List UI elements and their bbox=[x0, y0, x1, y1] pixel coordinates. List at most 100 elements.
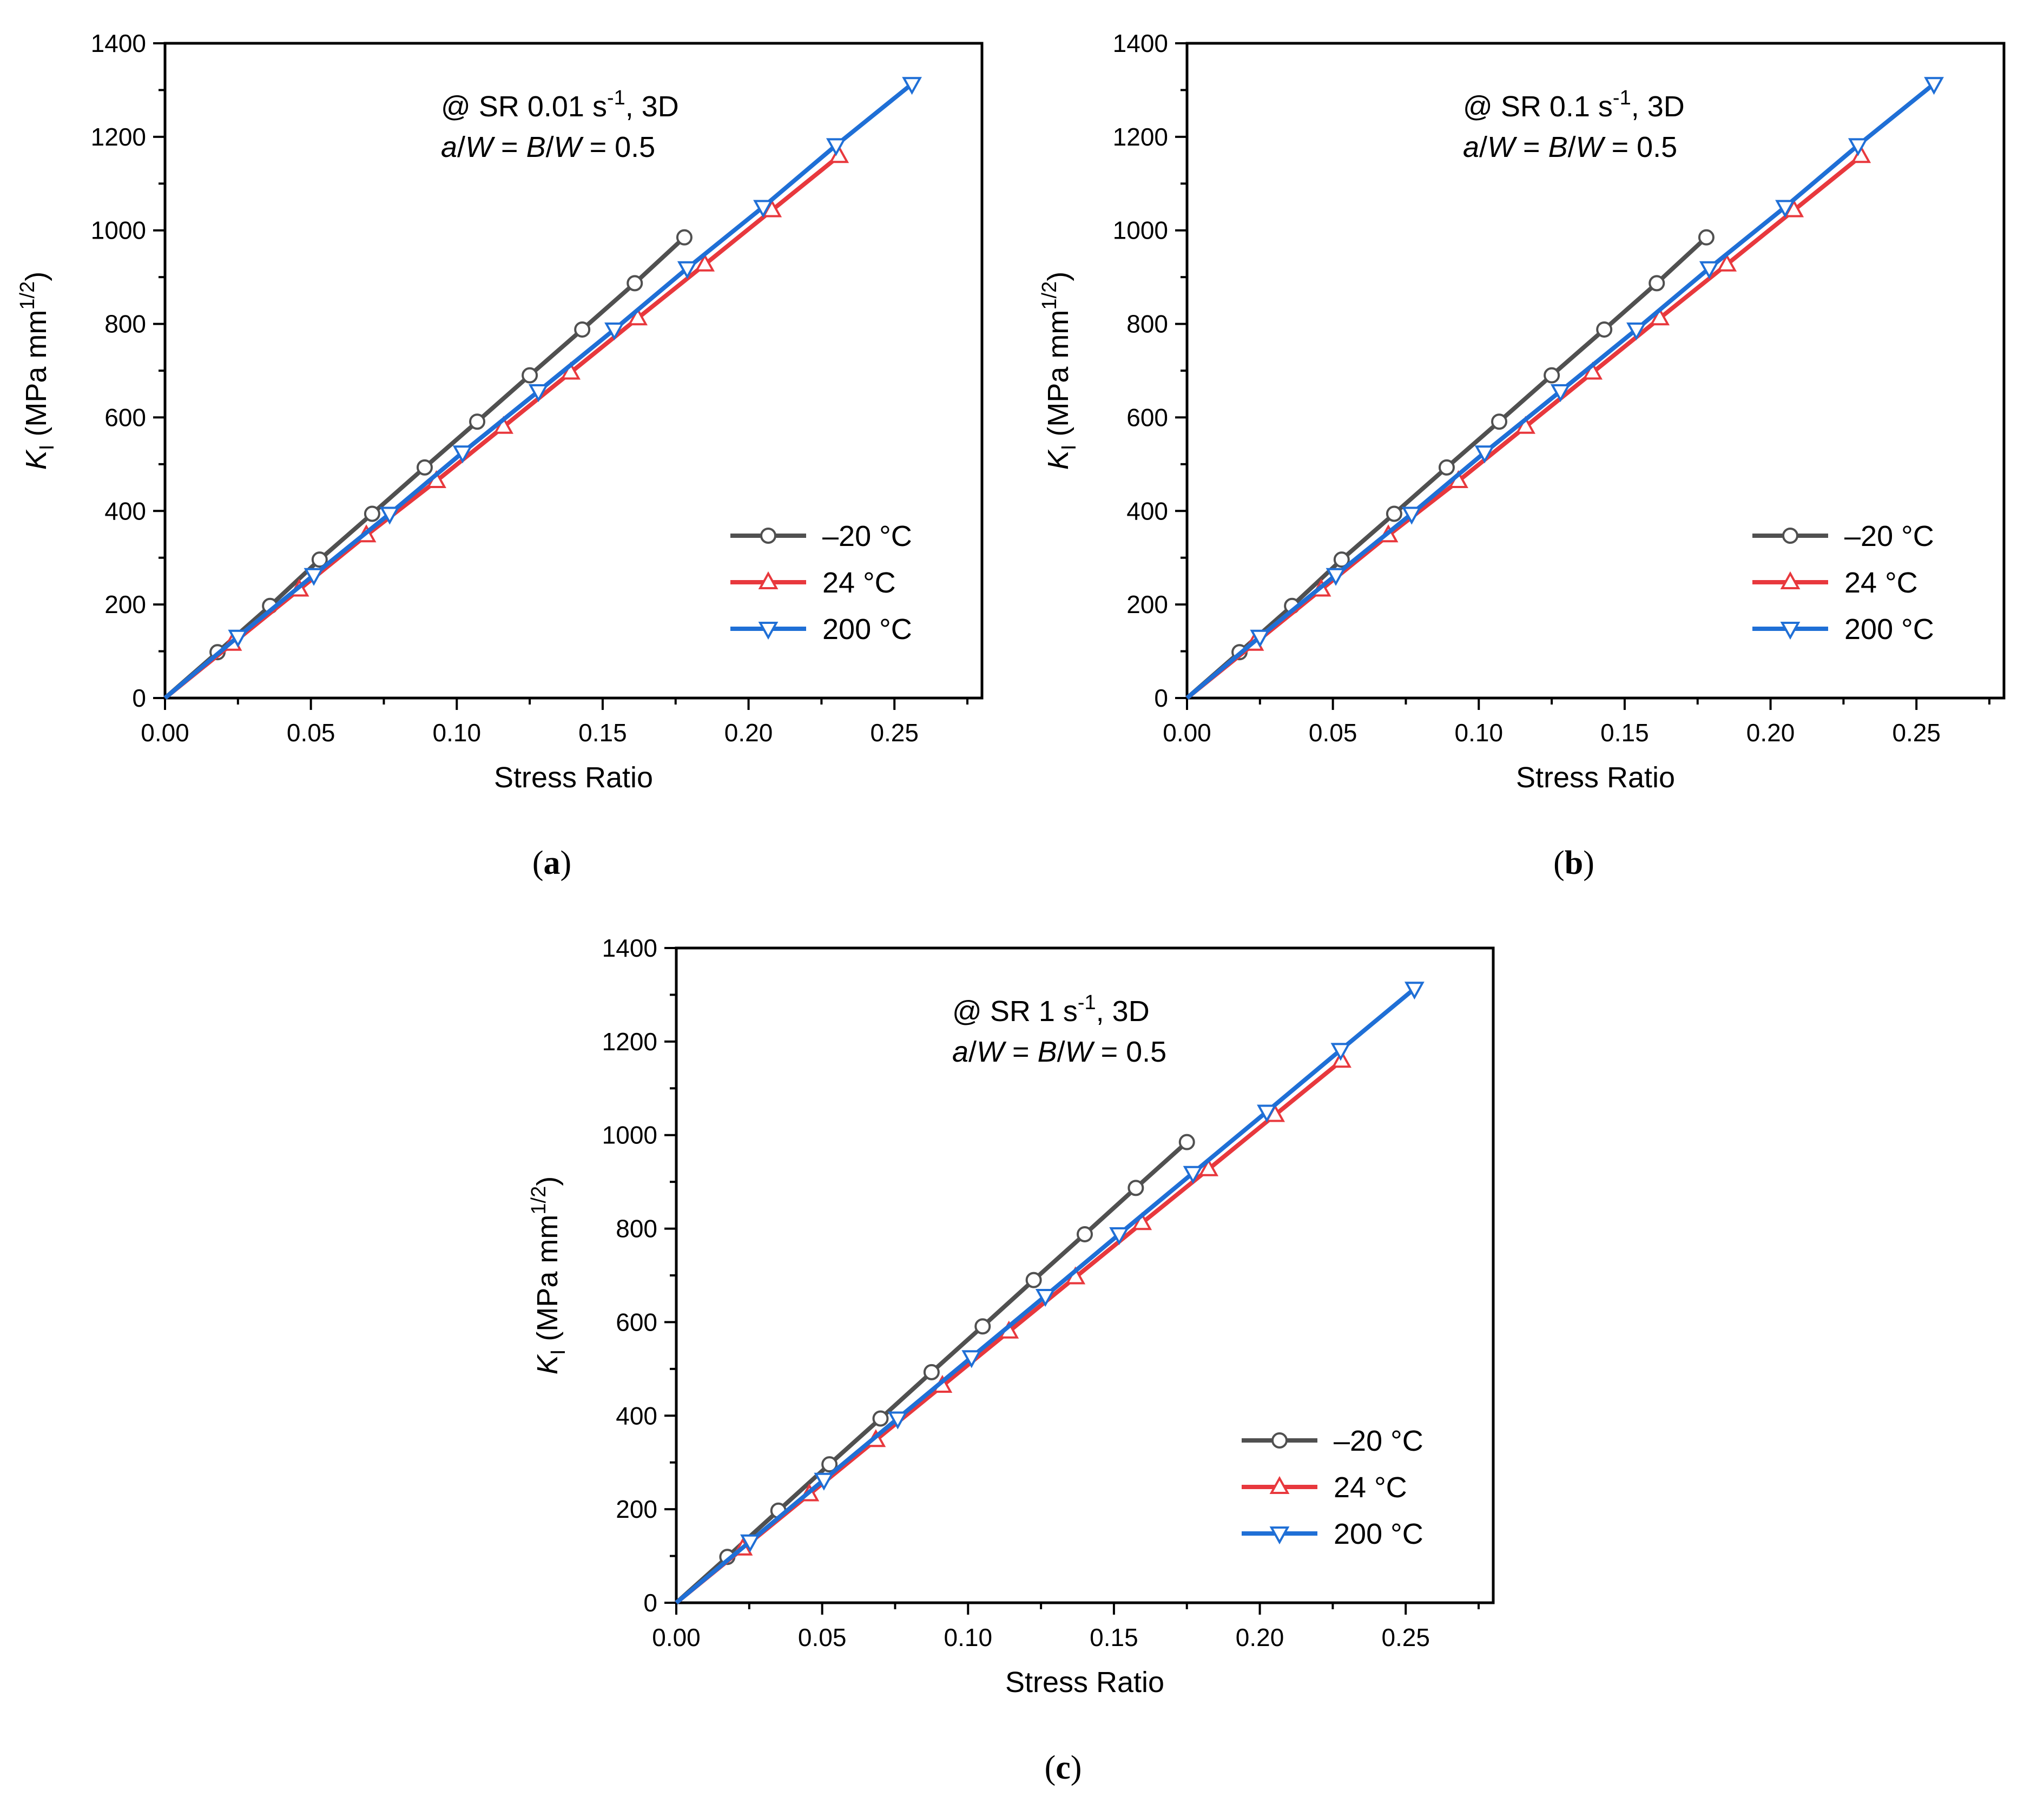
data-point bbox=[1924, 77, 1944, 95]
y-axis-close: ) bbox=[20, 272, 52, 281]
data-point bbox=[1132, 1212, 1152, 1230]
data-point bbox=[452, 445, 473, 464]
data-point bbox=[1491, 413, 1508, 430]
data-point bbox=[1596, 321, 1613, 338]
legend-marker bbox=[1269, 1526, 1290, 1545]
data-point bbox=[872, 1410, 889, 1427]
annotation-text: = bbox=[493, 131, 526, 163]
data-point bbox=[1550, 384, 1571, 403]
x-tick-label: 0.20 bbox=[1746, 719, 1795, 747]
data-point bbox=[311, 551, 328, 568]
annotation-text: B bbox=[1038, 1036, 1057, 1068]
chart-panel-c: 0.00 0.05 0.10 0.15 0.20 0.25 0 200 400 600 800 100… bbox=[528, 934, 1495, 1786]
annotation-text: / bbox=[1568, 131, 1576, 163]
y-tick-label: 400 bbox=[1126, 497, 1168, 525]
y-axis-close: ) bbox=[1042, 272, 1074, 281]
data-point bbox=[1035, 1289, 1056, 1307]
y-axis-subscript: I bbox=[1058, 445, 1080, 451]
x-axis-title: Stress Ratio bbox=[1005, 1666, 1164, 1699]
data-point bbox=[1775, 200, 1795, 218]
annotation-text: @ SR 1 s bbox=[952, 995, 1078, 1028]
series-group bbox=[163, 229, 693, 700]
annotation-text: / bbox=[1057, 1036, 1065, 1068]
annotation-line-2: a/W = B/W = 0.5 bbox=[441, 131, 655, 163]
y-tick-label: 1200 bbox=[602, 1028, 657, 1056]
legend-marker bbox=[758, 571, 779, 589]
caption-text: ( bbox=[1553, 845, 1565, 881]
y-axis-title: KI (MPa mm1/2) bbox=[16, 272, 58, 470]
data-point bbox=[1250, 629, 1270, 648]
legend-label: 200 °C bbox=[1844, 613, 1934, 646]
data-point bbox=[1257, 1104, 1277, 1123]
annotation-text: , 3D bbox=[625, 90, 679, 123]
annotation-text: a bbox=[1463, 131, 1479, 163]
data-point bbox=[1330, 1043, 1351, 1061]
data-point bbox=[814, 1472, 834, 1491]
annotation-line-1: @ SR 0.01 s-1, 3D bbox=[441, 87, 679, 123]
data-point bbox=[1077, 1226, 1093, 1242]
data-point bbox=[829, 145, 849, 163]
y-axis-title: KI (MPa mm1/2) bbox=[1038, 272, 1080, 470]
data-point bbox=[1626, 322, 1646, 341]
data-point bbox=[604, 322, 624, 341]
annotation-text: a bbox=[952, 1036, 968, 1068]
legend-marker bbox=[1780, 622, 1801, 640]
annotation-text: W bbox=[1487, 131, 1518, 163]
y-tick-label: 200 bbox=[104, 590, 146, 618]
legend-marker bbox=[1780, 571, 1801, 589]
y-tick-label: 200 bbox=[616, 1495, 657, 1523]
legend-marker bbox=[1269, 1476, 1290, 1494]
data-point bbox=[528, 384, 549, 403]
data-point bbox=[1183, 1166, 1203, 1184]
data-point bbox=[469, 413, 486, 430]
panel-caption: (c) bbox=[1045, 1749, 1082, 1786]
data-point bbox=[627, 275, 643, 292]
x-tick-label: 0.10 bbox=[944, 1623, 993, 1651]
y-tick-label: 1000 bbox=[91, 216, 146, 245]
caption-letter: a bbox=[544, 845, 561, 881]
x-tick-label: 0.05 bbox=[798, 1623, 847, 1651]
data-point bbox=[379, 506, 400, 525]
data-point bbox=[228, 629, 248, 648]
annotation-text: @ SR 0.01 s bbox=[441, 90, 607, 123]
y-tick-label: 0 bbox=[132, 684, 146, 712]
y-tick-label: 400 bbox=[104, 497, 146, 525]
y-tick-label: 1200 bbox=[91, 123, 146, 151]
y-axis-unit: (MPa mm bbox=[1042, 310, 1074, 445]
caption-text: ( bbox=[1045, 1749, 1056, 1786]
data-point bbox=[677, 261, 697, 279]
annotation-text: W bbox=[1065, 1036, 1096, 1068]
y-tick-label: 1000 bbox=[1113, 216, 1168, 245]
y-tick-label: 1200 bbox=[1113, 123, 1168, 151]
x-tick-label: 0.25 bbox=[870, 719, 919, 747]
annotation-text: = bbox=[1515, 131, 1548, 163]
data-point bbox=[1474, 445, 1495, 464]
data-point bbox=[1331, 1050, 1351, 1068]
data-point bbox=[1544, 367, 1560, 384]
y-tick-label: 800 bbox=[616, 1215, 657, 1243]
y-tick-label: 1400 bbox=[1113, 29, 1168, 57]
y-axis-unit: (MPa mm bbox=[20, 310, 52, 445]
annotation-superscript: -1 bbox=[607, 87, 625, 109]
data-point bbox=[1438, 459, 1455, 476]
y-tick-label: 1400 bbox=[602, 934, 657, 962]
data-point bbox=[974, 1318, 991, 1335]
data-point bbox=[1386, 505, 1402, 522]
legend-label: –20 °C bbox=[1334, 1425, 1423, 1457]
data-point bbox=[740, 1534, 760, 1552]
annotation-text: = 0.5 bbox=[582, 131, 656, 163]
x-tick-label: 0.00 bbox=[652, 1623, 701, 1651]
y-tick-label: 1400 bbox=[91, 29, 146, 57]
annotation-text: = bbox=[1004, 1036, 1038, 1068]
chart-panel-b: 0.00 0.05 0.10 0.15 0.20 0.25 0 200 400 600 800 100… bbox=[1038, 29, 2006, 881]
chart-panel-a: 0.00 0.05 0.10 0.15 0.20 0.25 0 200 400 600 800 100… bbox=[16, 29, 984, 881]
data-point bbox=[753, 200, 773, 218]
caption-text: ( bbox=[532, 845, 544, 881]
annotation-line-1: @ SR 0.1 s-1, 3D bbox=[1463, 87, 1685, 123]
x-tick-label: 0.00 bbox=[141, 719, 189, 747]
annotation-text: W bbox=[977, 1036, 1007, 1068]
data-point bbox=[1650, 307, 1670, 326]
legend-label: –20 °C bbox=[822, 520, 912, 552]
data-point bbox=[1848, 138, 1868, 156]
x-tick-label: 0.25 bbox=[1892, 719, 1941, 747]
